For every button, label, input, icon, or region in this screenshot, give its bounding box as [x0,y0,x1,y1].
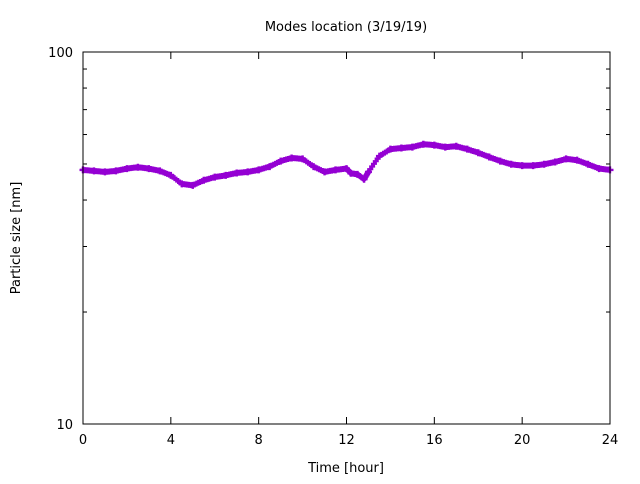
data-point [408,143,416,151]
data-point [156,167,164,175]
data-point [178,180,186,188]
data-point [595,165,603,173]
data-point [200,176,208,184]
data-point [189,181,197,189]
data-point [562,155,570,163]
data-point [463,145,471,153]
x-tick-label: 16 [426,433,443,448]
x-tick-label: 4 [167,433,175,448]
y-tick-label: 10 [56,418,73,433]
data-point [441,143,449,151]
data-point [222,171,230,179]
data-series [79,140,614,189]
x-tick-label: 20 [514,433,531,448]
data-point [518,162,526,170]
data-point [134,163,142,171]
data-point [419,140,427,148]
data-point [101,168,109,176]
data-point [452,142,460,150]
data-point [507,160,515,168]
data-point [353,170,361,178]
data-point [277,157,285,165]
data-point [485,153,493,161]
x-axis-label: Time [hour] [307,461,384,476]
data-point [255,166,263,174]
x-tick-label: 24 [602,433,619,448]
data-point [211,173,219,181]
data-point [573,156,581,164]
data-point [474,149,482,157]
data-point [288,154,296,162]
data-point [123,165,131,173]
y-axis-label: Particle size [nm] [9,182,24,295]
ticks: 0 4 8 12 16 20 24 10 100 [48,46,618,448]
data-point [167,171,175,179]
x-tick-label: 0 [79,433,87,448]
data-point [310,163,318,171]
data-point [112,167,120,175]
plot-frame [82,51,611,425]
data-point [299,155,307,163]
x-tick-label: 8 [255,433,263,448]
data-point [551,158,559,166]
data-point [332,166,340,174]
data-point [145,165,153,173]
x-tick-label: 12 [338,433,355,448]
data-point [233,169,241,177]
data-point [529,162,537,170]
data-point [364,168,372,176]
data-point [90,167,98,175]
data-point [584,160,592,168]
data-point [430,141,438,149]
data-point [397,144,405,152]
chart-title: Modes location (3/19/19) [265,20,427,35]
data-point [244,168,252,176]
data-point [266,163,274,171]
data-point [375,152,383,160]
data-point [360,175,368,183]
y-tick-label: 100 [48,46,73,61]
data-point [343,165,350,173]
data-point [540,160,548,168]
data-point [321,168,329,176]
data-point [496,157,504,165]
data-point [386,145,394,153]
data-point [347,169,355,177]
